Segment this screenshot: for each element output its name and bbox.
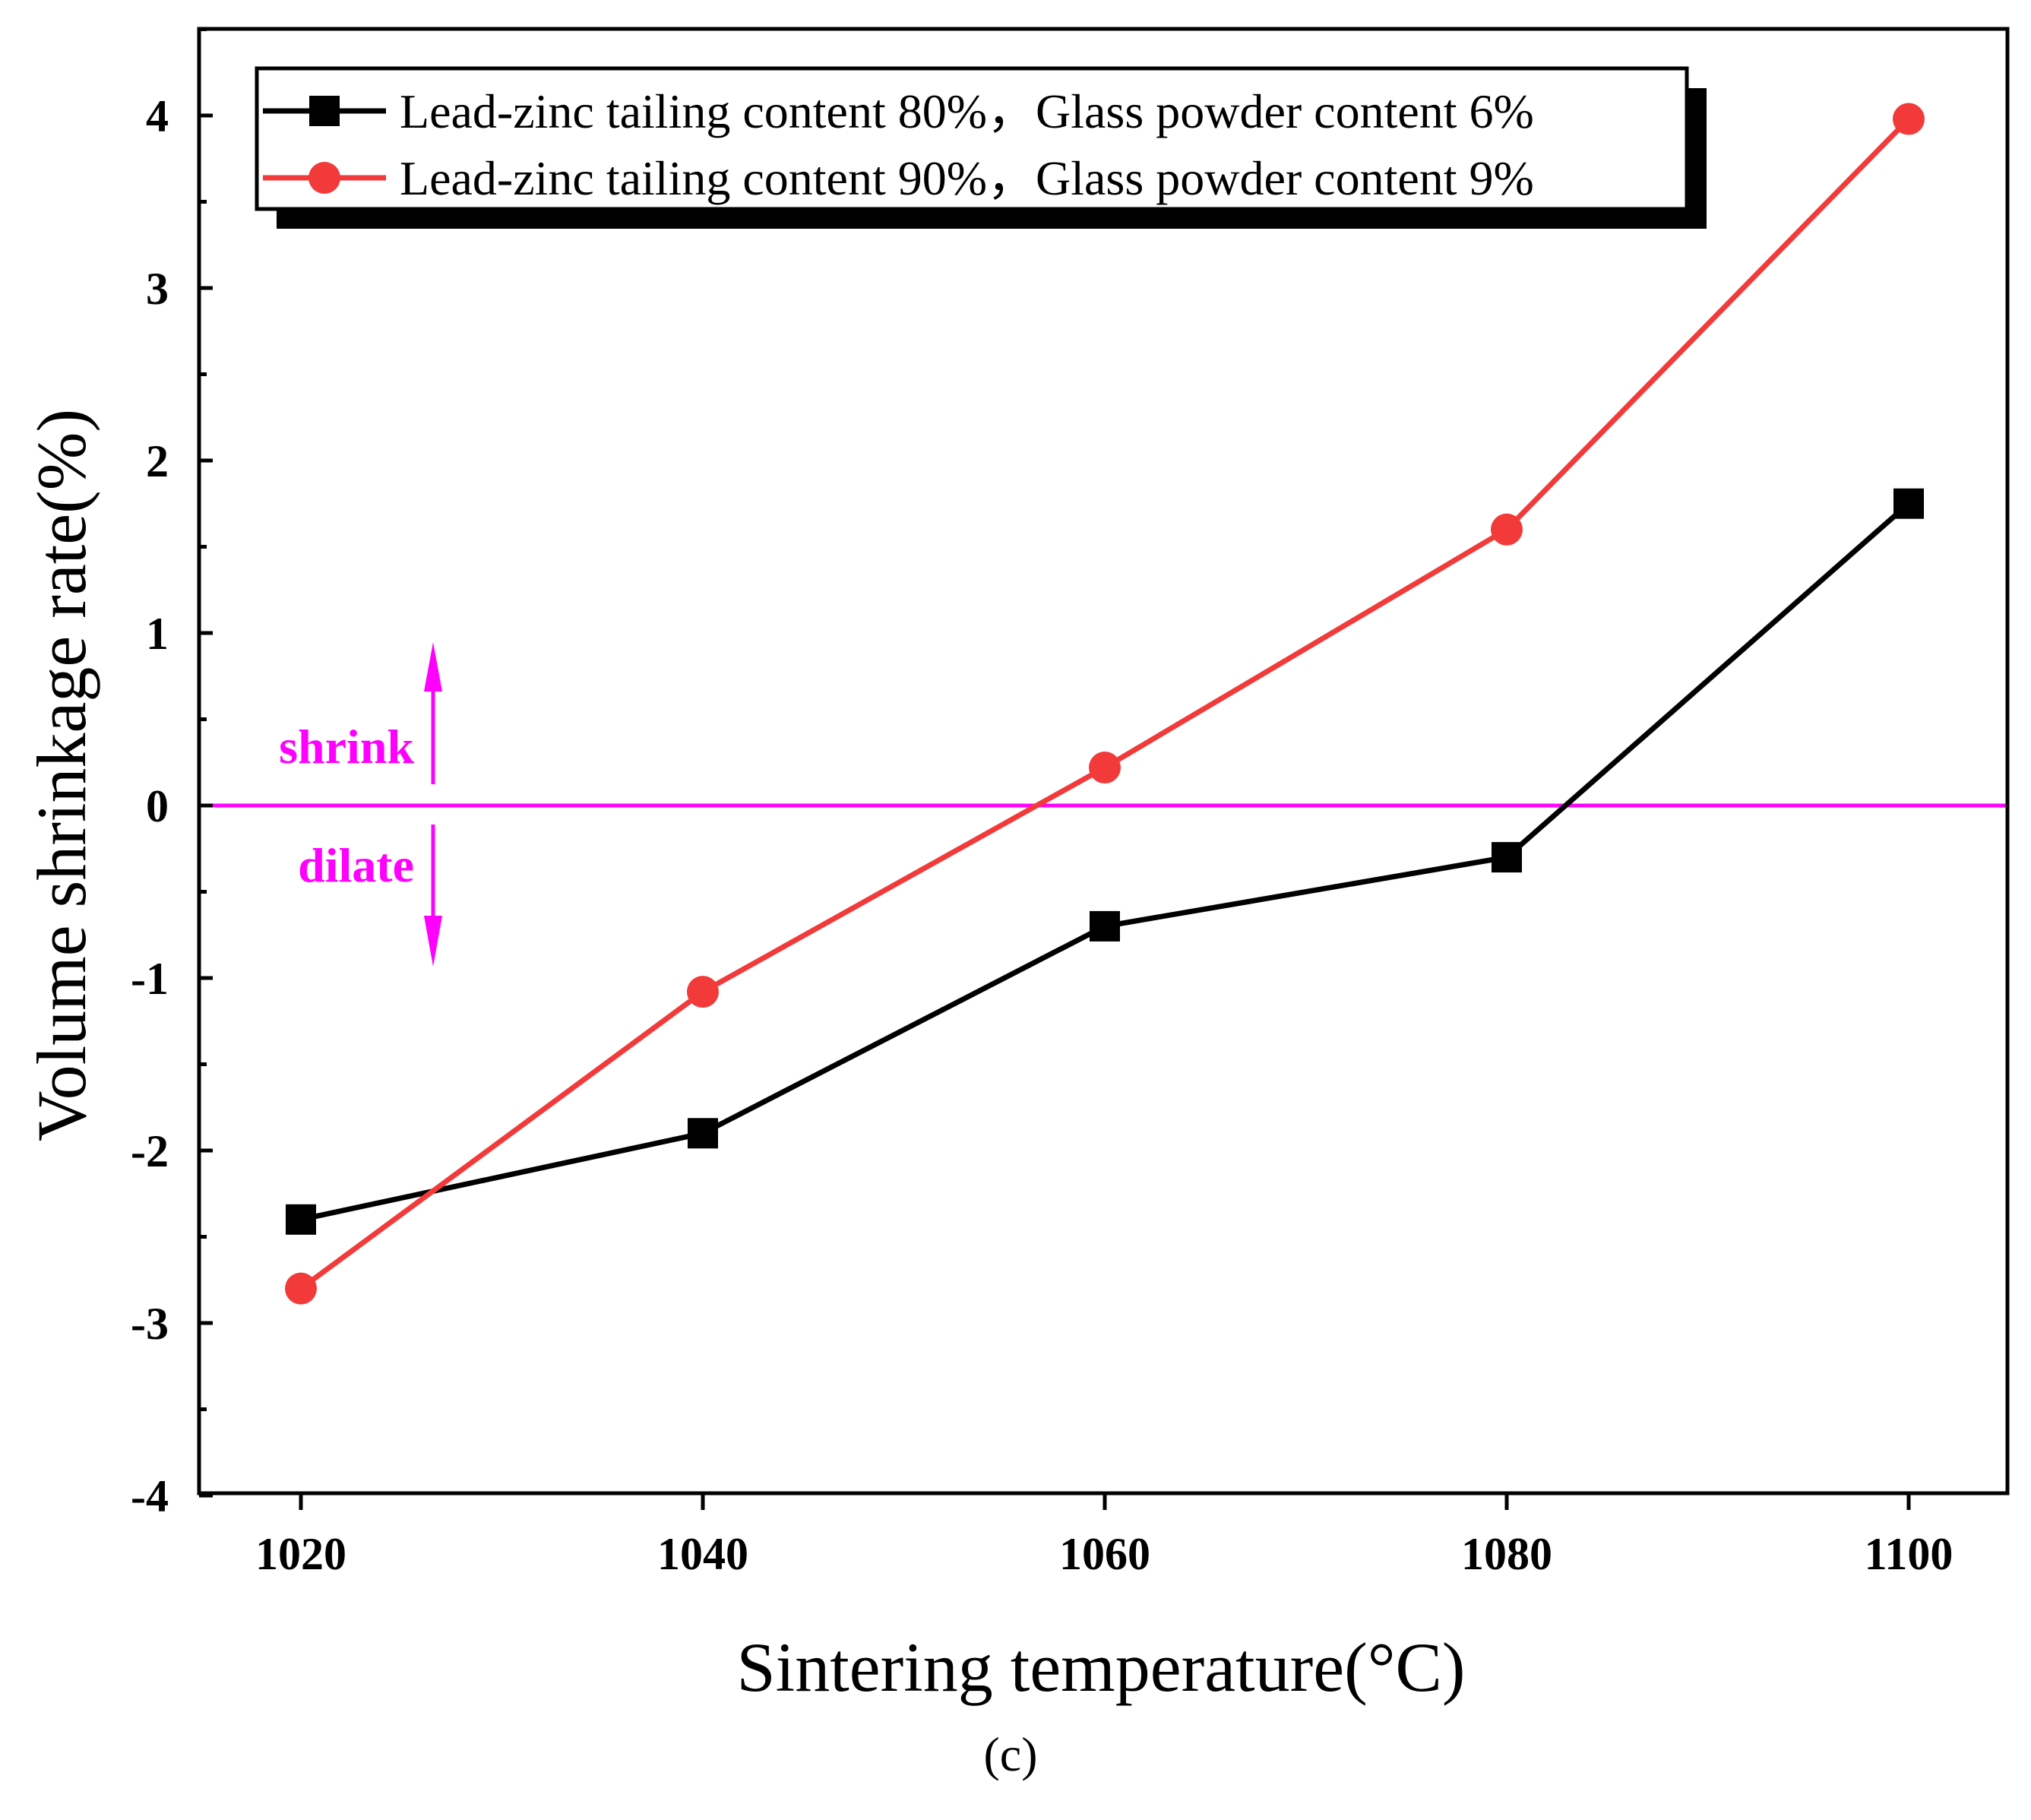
x-tick-label: 1100 — [1865, 1529, 1953, 1579]
y-axis-title: Volume shrinkage rate(%) — [23, 409, 100, 1141]
series-1-point — [1492, 842, 1522, 873]
series-2-point — [1893, 103, 1925, 135]
series-2-point — [285, 1272, 317, 1305]
shrink-arrow-head — [424, 642, 442, 692]
series-1-point — [688, 1118, 718, 1149]
legend-swatch-marker — [308, 162, 340, 194]
x-tick-label: 1040 — [657, 1529, 748, 1579]
shrink-label: shrink — [279, 720, 414, 774]
figure-caption: (c) — [983, 1727, 1037, 1781]
y-tick-label: 2 — [146, 436, 169, 486]
x-axis-title: Sintering temperature(°C) — [736, 1629, 1465, 1706]
series-2-point — [1089, 752, 1121, 784]
y-tick-label: -1 — [131, 954, 169, 1004]
y-tick-label: -2 — [131, 1126, 169, 1176]
y-tick-label: 4 — [146, 91, 169, 141]
y-tick-label: 3 — [146, 264, 169, 314]
y-tick-label: 1 — [146, 609, 169, 659]
axes-group: -4 -3 -2 -1 0 1 2 3 4 1020 1040 1060 1080 1100 — [131, 27, 2010, 1579]
series-1-point — [1090, 910, 1120, 942]
series-2-point — [1491, 513, 1523, 546]
annotations: shrink dilate — [279, 642, 442, 967]
x-tick-label: 1020 — [255, 1529, 346, 1579]
legend-label: Lead-zinc tailing content 90%，Glass powd… — [400, 151, 1534, 205]
legend-box — [255, 66, 1689, 211]
legend: Lead-zinc tailing content 80%，Glass powd… — [255, 66, 1707, 229]
dilate-label: dilate — [298, 838, 414, 892]
series-1-point — [1893, 488, 1924, 519]
series-2-line — [299, 117, 1911, 1291]
dilate-arrow-head — [424, 916, 442, 967]
x-tick-label: 1060 — [1059, 1529, 1150, 1579]
y-tick-label: 0 — [146, 781, 169, 831]
x-tick-label: 1080 — [1461, 1529, 1552, 1579]
y-tick-label: -4 — [131, 1471, 169, 1521]
series-2-point — [687, 976, 719, 1008]
legend-label: Lead-zinc tailing content 80%，Glass powd… — [400, 84, 1534, 138]
legend-swatch-marker — [309, 96, 340, 126]
y-tick-label: -3 — [131, 1299, 169, 1349]
series-group — [285, 103, 1925, 1305]
series-1-point — [286, 1204, 316, 1235]
